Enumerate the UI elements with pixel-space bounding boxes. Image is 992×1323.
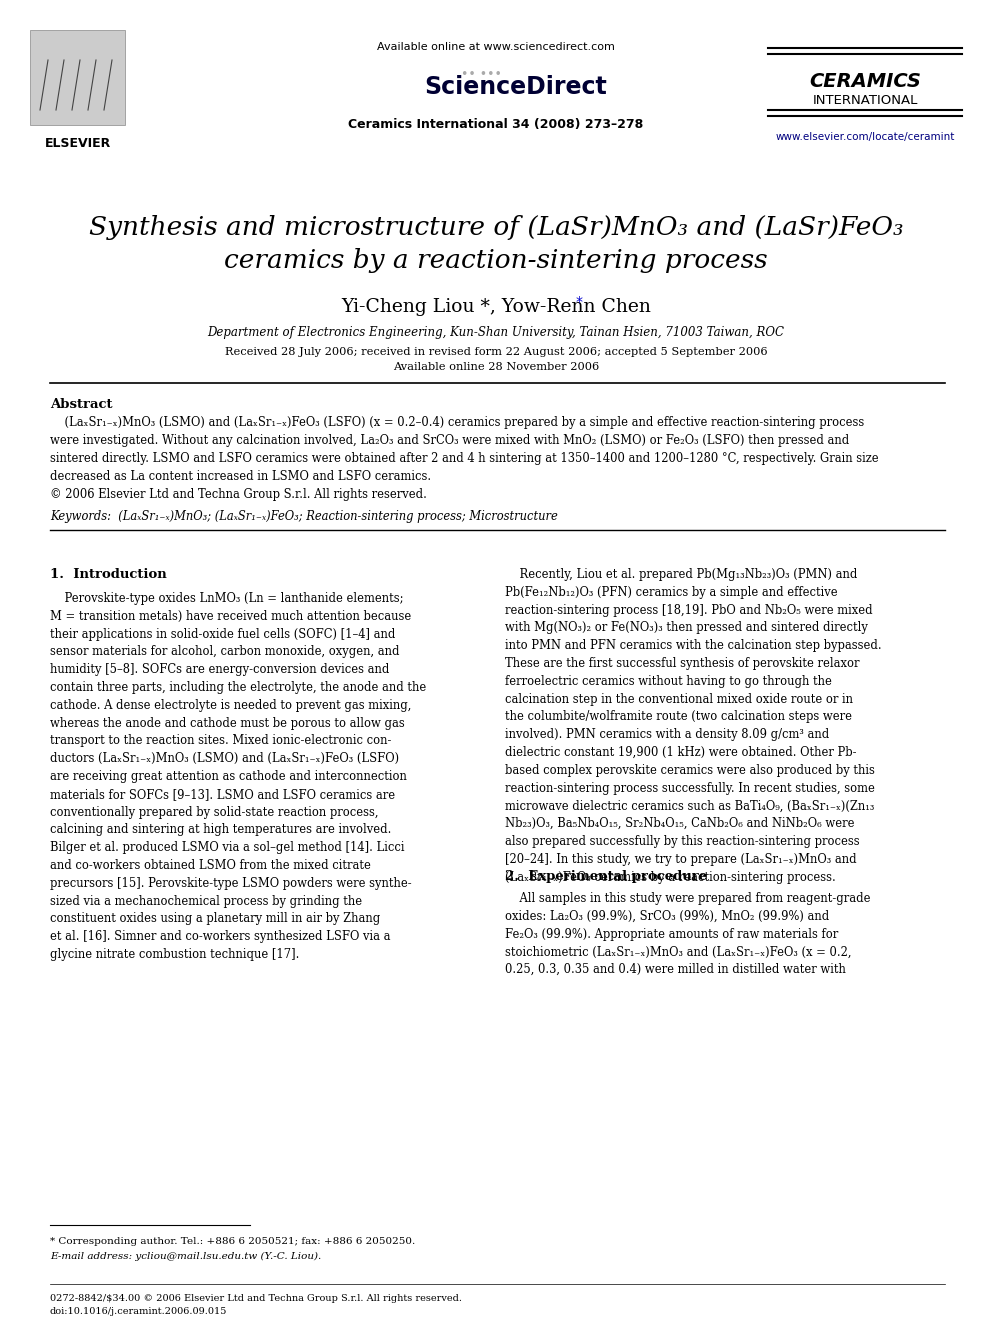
Text: Perovskite-type oxides LnMO₃ (Ln = lanthanide elements;
M = transition metals) h: Perovskite-type oxides LnMO₃ (Ln = lanth… <box>50 591 427 960</box>
Text: E-mail address: ycliou@mail.lsu.edu.tw (Y.-C. Liou).: E-mail address: ycliou@mail.lsu.edu.tw (… <box>50 1252 321 1261</box>
Text: All samples in this study were prepared from reagent-grade
oxides: La₂O₃ (99.9%): All samples in this study were prepared … <box>505 892 871 976</box>
Text: Abstract: Abstract <box>50 398 112 411</box>
Text: (LaₓSr₁₋ₓ)MnO₃ (LSMO) and (LaₓSr₁₋ₓ)FeO₃ (LSFO) (x = 0.2–0.4) ceramics prepared : (LaₓSr₁₋ₓ)MnO₃ (LSMO) and (LaₓSr₁₋ₓ)FeO₃… <box>50 415 879 501</box>
Text: 0272-8842/$34.00 © 2006 Elsevier Ltd and Techna Group S.r.l. All rights reserved: 0272-8842/$34.00 © 2006 Elsevier Ltd and… <box>50 1294 462 1303</box>
Text: * Corresponding author. Tel.: +886 6 2050521; fax: +886 6 2050250.: * Corresponding author. Tel.: +886 6 205… <box>50 1237 416 1246</box>
Text: *: * <box>576 295 583 310</box>
Text: Received 28 July 2006; received in revised form 22 August 2006; accepted 5 Septe: Received 28 July 2006; received in revis… <box>224 347 768 357</box>
Text: ScienceDirect: ScienceDirect <box>425 75 607 99</box>
Text: doi:10.1016/j.ceramint.2006.09.015: doi:10.1016/j.ceramint.2006.09.015 <box>50 1307 227 1316</box>
Text: 1.  Introduction: 1. Introduction <box>50 568 167 581</box>
Text: Synthesis and microstructure of (LaSr)MnO₃ and (LaSr)FeO₃: Synthesis and microstructure of (LaSr)Mn… <box>88 216 904 239</box>
Text: CERAMICS: CERAMICS <box>809 71 921 91</box>
Text: www.elsevier.com/locate/ceramint: www.elsevier.com/locate/ceramint <box>776 132 954 142</box>
Text: ELSEVIER: ELSEVIER <box>45 138 111 149</box>
Text: Ceramics International 34 (2008) 273–278: Ceramics International 34 (2008) 273–278 <box>348 118 644 131</box>
Bar <box>30 30 125 124</box>
Text: ceramics by a reaction-sintering process: ceramics by a reaction-sintering process <box>224 247 768 273</box>
Text: •• •••: •• ••• <box>460 67 501 81</box>
Text: INTERNATIONAL: INTERNATIONAL <box>812 94 918 107</box>
Text: 2.  Experimental procedure: 2. Experimental procedure <box>505 871 707 882</box>
Text: Keywords:  (LaₓSr₁₋ₓ)MnO₃; (LaₓSr₁₋ₓ)FeO₃; Reaction-sintering process; Microstru: Keywords: (LaₓSr₁₋ₓ)MnO₃; (LaₓSr₁₋ₓ)FeO₃… <box>50 509 558 523</box>
Text: Available online at www.sciencedirect.com: Available online at www.sciencedirect.co… <box>377 42 615 52</box>
Text: Yi-Cheng Liou *, Yow-Renn Chen: Yi-Cheng Liou *, Yow-Renn Chen <box>341 298 651 316</box>
Text: Available online 28 November 2006: Available online 28 November 2006 <box>393 363 599 372</box>
Text: Recently, Liou et al. prepared Pb(Mg₁₃Nb₂₃)O₃ (PMN) and
Pb(Fe₁₂Nb₁₂)O₃ (PFN) cer: Recently, Liou et al. prepared Pb(Mg₁₃Nb… <box>505 568 882 884</box>
Text: Department of Electronics Engineering, Kun-Shan University, Tainan Hsien, 71003 : Department of Electronics Engineering, K… <box>207 325 785 339</box>
